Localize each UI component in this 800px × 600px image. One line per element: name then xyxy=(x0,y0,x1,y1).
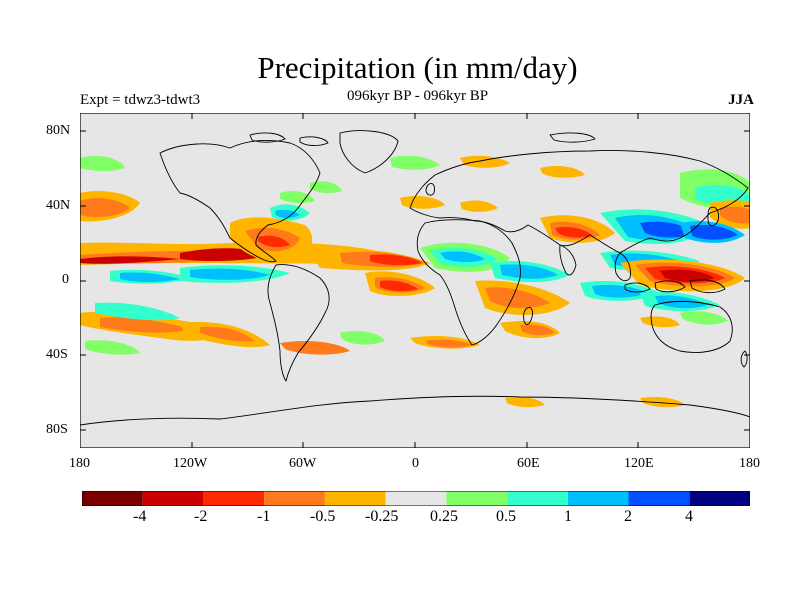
colorbar-label-5: -0.25 xyxy=(365,508,399,525)
colorbar-segment-9 xyxy=(567,491,629,506)
lat-tick-80s: 80S xyxy=(46,422,68,437)
experiment-label: Expt = tdwz3-tdwt3 xyxy=(80,92,201,108)
map-subtitle: 096kyr BP - 096kyr BP xyxy=(346,88,489,104)
precip-anomaly-map xyxy=(80,113,750,448)
lat-tick-80n: 80N xyxy=(46,123,71,138)
colorbar-label-10: 4 xyxy=(685,508,693,525)
axis-ticks xyxy=(80,113,750,448)
colorbar-segment-5 xyxy=(324,491,386,506)
colorbar-label-8: 1 xyxy=(564,508,572,525)
colorbar-segment-3 xyxy=(203,491,265,506)
colorbar-segment-7 xyxy=(446,491,508,506)
lon-tick-180w: 180 xyxy=(69,456,90,471)
colorbar-segment-11 xyxy=(689,491,750,506)
lon-tick-120e: 120E xyxy=(624,456,654,471)
map-title: Precipitation (in mm/day) xyxy=(257,50,578,85)
precip-anomaly-contours xyxy=(80,155,750,408)
colorbar-label-7: 0.5 xyxy=(496,508,516,525)
colorbar-label-3: -1 xyxy=(257,508,271,525)
colorbar-segment-6 xyxy=(385,491,447,506)
lat-tick-40n: 40N xyxy=(46,198,71,213)
lon-tick-0: 0 xyxy=(412,456,419,471)
colorbar-label-6: 0.25 xyxy=(430,508,458,525)
season-label: JJA xyxy=(728,92,754,108)
colorbar-segment-2 xyxy=(142,491,204,506)
lon-tick-60e: 60E xyxy=(517,456,540,471)
colorbar xyxy=(82,491,750,506)
coastlines xyxy=(80,130,750,426)
colorbar-segment-1 xyxy=(82,491,143,506)
colorbar-label-9: 2 xyxy=(624,508,632,525)
colorbar-segment-4 xyxy=(264,491,325,506)
lon-tick-60w: 60W xyxy=(289,456,317,471)
colorbar-segment-10 xyxy=(628,491,690,506)
colorbar-label-1: -4 xyxy=(133,508,147,525)
colorbar-label-2: -2 xyxy=(194,508,208,525)
lat-tick-0: 0 xyxy=(62,272,69,287)
lon-tick-120w: 120W xyxy=(173,456,208,471)
colorbar-label-4: -0.5 xyxy=(310,508,336,525)
lon-tick-180e: 180 xyxy=(739,456,760,471)
colorbar-segment-8 xyxy=(507,491,568,506)
lat-tick-40s: 40S xyxy=(46,347,68,362)
